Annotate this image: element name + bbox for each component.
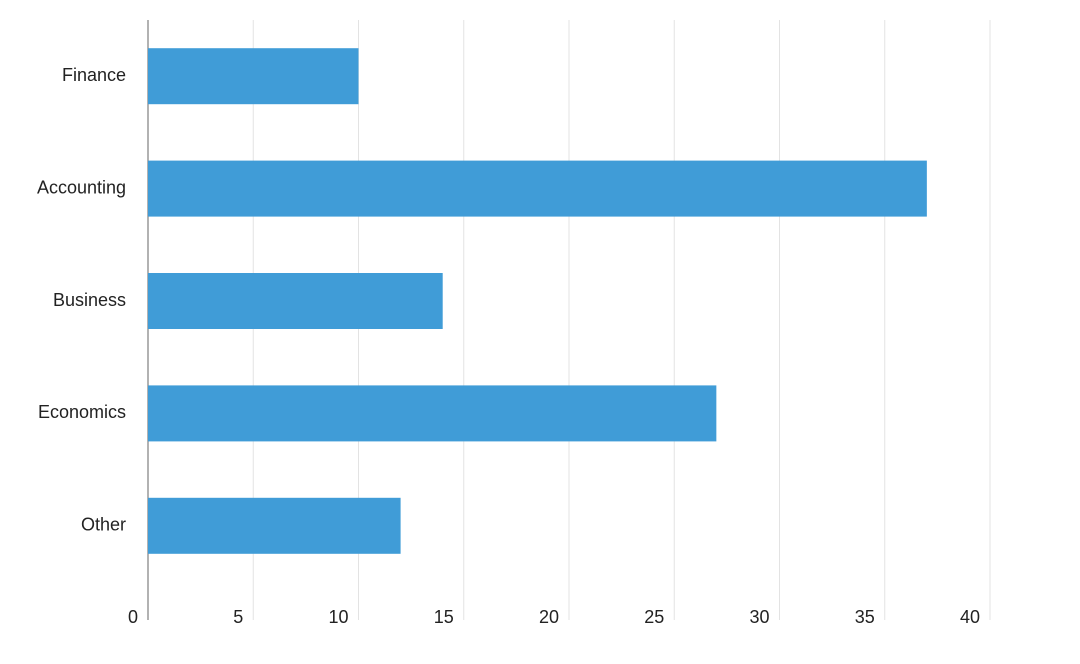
y-tick-label: Finance <box>62 65 126 85</box>
x-tick-label: 30 <box>749 607 769 627</box>
y-tick-label: Other <box>81 515 126 535</box>
x-tick-label: 20 <box>539 607 559 627</box>
bar <box>148 160 927 217</box>
x-tick-label: 40 <box>960 607 980 627</box>
y-tick-label: Accounting <box>37 177 126 197</box>
x-tick-label: 0 <box>128 607 138 627</box>
x-tick-label: 35 <box>855 607 875 627</box>
x-tick-label: 10 <box>328 607 348 627</box>
bar <box>148 48 359 105</box>
x-tick-label: 5 <box>233 607 243 627</box>
y-tick-label: Business <box>53 290 126 310</box>
bar <box>148 385 717 442</box>
x-tick-label: 25 <box>644 607 664 627</box>
x-tick-label: 15 <box>434 607 454 627</box>
bar <box>148 497 401 554</box>
y-tick-label: Economics <box>38 402 126 422</box>
bar <box>148 273 443 329</box>
